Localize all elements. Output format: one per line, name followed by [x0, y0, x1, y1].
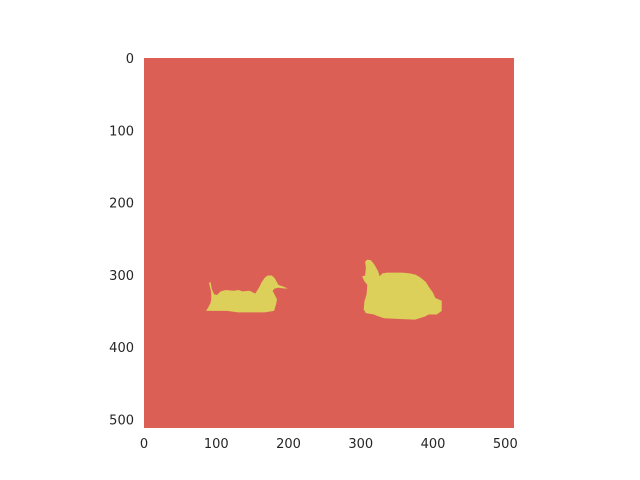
x-tick-label: 0 — [140, 437, 148, 452]
x-tick-label: 400 — [421, 437, 446, 452]
y-tick-label: 0 — [126, 52, 134, 67]
x-tick-label: 200 — [276, 437, 301, 452]
region-rabbit — [362, 259, 442, 320]
x-tick-label: 500 — [493, 437, 518, 452]
y-tick-label: 500 — [109, 413, 134, 428]
y-axis: 0 100 200 300 400 500 — [109, 52, 134, 428]
regions-layer — [206, 259, 442, 320]
image-area — [144, 58, 514, 428]
x-tick-label: 300 — [348, 437, 373, 452]
image-background — [144, 58, 514, 428]
x-axis: 0 100 200 300 400 500 — [140, 437, 518, 452]
region-duck — [206, 275, 288, 313]
x-tick-label: 100 — [204, 437, 229, 452]
y-tick-label: 100 — [109, 124, 134, 139]
y-tick-label: 400 — [109, 341, 134, 356]
y-tick-label: 200 — [109, 197, 134, 212]
y-tick-label: 300 — [109, 269, 134, 284]
